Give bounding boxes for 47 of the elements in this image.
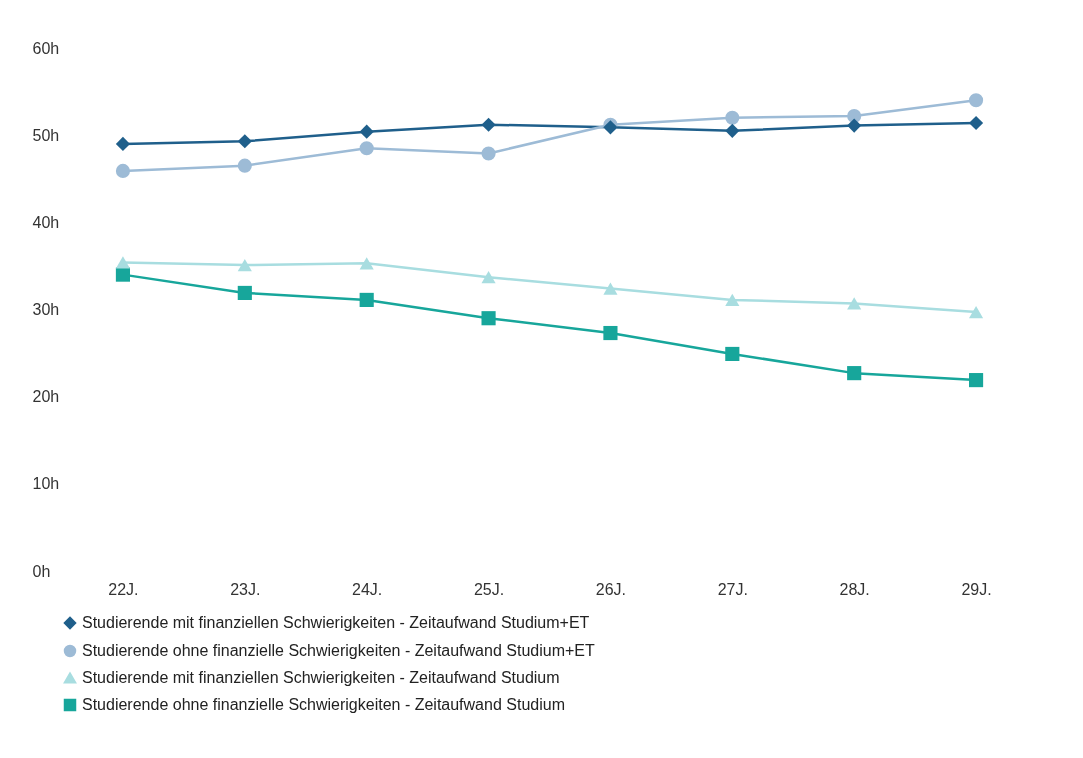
point — [481, 271, 496, 284]
point — [359, 124, 374, 139]
y-tick-label: 10h — [32, 475, 60, 493]
point — [359, 292, 374, 307]
legend-label: Studierende mit finanziellen Schwierigkeiten - Zeitaufwand Studium+ET — [82, 614, 590, 631]
point — [359, 257, 374, 270]
point — [115, 256, 131, 269]
y-tick-label: 40h — [32, 213, 60, 231]
x-tick-label: 22J. — [108, 580, 139, 598]
point — [847, 366, 862, 381]
point — [847, 297, 862, 310]
point — [481, 117, 496, 132]
x-tick-label: 26J. — [595, 580, 627, 598]
point — [968, 305, 984, 319]
point — [115, 136, 131, 151]
y-tick-label: 60h — [32, 39, 60, 57]
point — [359, 141, 374, 156]
point — [237, 258, 252, 272]
x-tick-label: 27J. — [717, 580, 748, 598]
point — [725, 123, 740, 138]
point — [115, 163, 131, 178]
point — [603, 325, 618, 341]
legend-label: Studierende ohne finanzielle Schwierigkeiten - Zeitaufwand Studium+ET — [82, 642, 595, 659]
point — [481, 311, 496, 326]
x-tick-label: 23J. — [230, 580, 261, 598]
x-tick-label: 28J. — [839, 580, 870, 598]
point — [237, 285, 252, 301]
point — [725, 346, 740, 362]
y-tick-label: 50h — [32, 126, 60, 144]
point — [968, 93, 984, 108]
point — [603, 282, 618, 295]
point — [725, 293, 740, 307]
y-tick-label: 20h — [32, 388, 60, 406]
point — [237, 134, 252, 149]
x-tick-label: 29J. — [961, 580, 992, 598]
legend-label: Studierende ohne finanzielle Schwierigkeiten - Zeitaufwand Studium — [82, 696, 565, 713]
y-tick-label: 30h — [32, 301, 60, 318]
point — [725, 110, 740, 125]
point — [481, 146, 496, 161]
legend-label: Studierende mit finanziellen Schwierigkeiten - Zeitaufwand Studium — [82, 669, 560, 686]
point — [237, 158, 252, 173]
point — [847, 118, 862, 133]
x-tick-label: 24J. — [352, 580, 383, 598]
x-tick-label: 25J. — [473, 580, 505, 598]
y-tick-label: 0h — [32, 562, 51, 580]
point — [968, 373, 984, 388]
point — [968, 115, 984, 131]
